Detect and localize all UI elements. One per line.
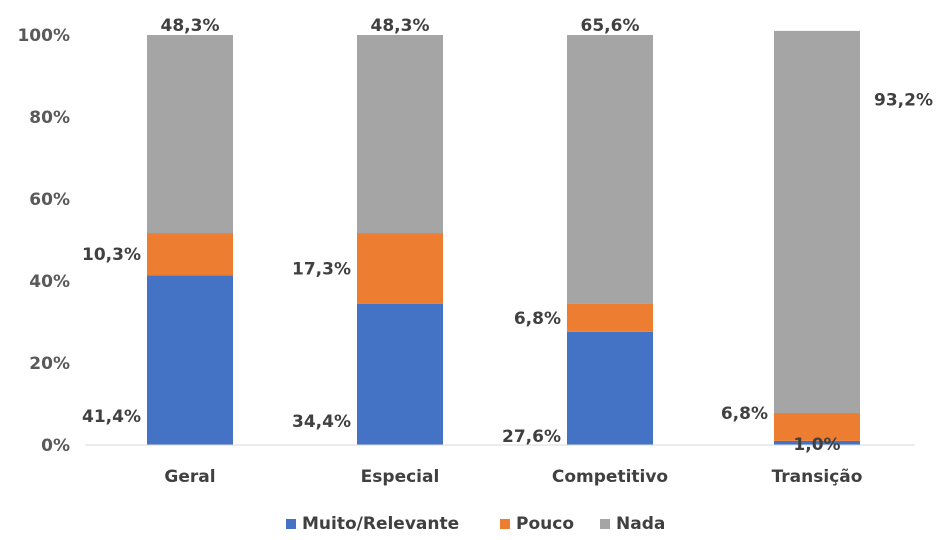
bar-competitivo-nada	[567, 35, 653, 304]
data-label-geral-pouco: 10,3%	[82, 245, 141, 265]
legend-label-pouco: Pouco	[516, 514, 574, 534]
data-label-competitivo-pouco: 6,8%	[514, 309, 561, 329]
x-label-geral: Geral	[164, 467, 215, 487]
y-tick-40: 40%	[29, 272, 70, 292]
bar-competitivo-muito-relevante	[567, 331, 653, 445]
x-label-competitivo: Competitivo	[552, 467, 668, 487]
data-label-transicao-pouco: 6,8%	[721, 404, 768, 424]
data-label-competitivo-muito-relevante: 27,6%	[502, 427, 561, 447]
y-axis-ticks: 0% 20% 40% 60% 80% 100%	[17, 26, 70, 456]
bar-especial-nada	[357, 35, 443, 234]
data-label-competitivo-nada: 65,6%	[581, 16, 640, 36]
data-label-especial-pouco: 17,3%	[292, 259, 351, 279]
x-label-especial: Especial	[361, 467, 440, 487]
legend-swatch-pouco	[500, 519, 510, 529]
data-label-especial-muito-relevante: 34,4%	[292, 412, 351, 432]
y-tick-20: 20%	[29, 354, 70, 374]
y-tick-60: 60%	[29, 190, 70, 210]
bar-geral-muito-relevante	[147, 275, 233, 445]
bar-competitivo-pouco	[567, 303, 653, 332]
bar-geral-pouco	[147, 233, 233, 276]
bar-geral-nada	[147, 35, 233, 234]
bar-transicao-nada	[774, 30, 860, 414]
bar-especial-muito-relevante	[357, 303, 443, 445]
y-tick-100: 100%	[17, 26, 70, 46]
bars	[147, 30, 860, 445]
legend-item-muito-relevante: Muito/Relevante	[286, 514, 459, 534]
data-labels: 41,4% 10,3% 48,3% 34,4% 17,3% 48,3% 27,6% 6,8% 6…	[82, 16, 933, 455]
data-label-geral-nada: 48,3%	[161, 16, 220, 36]
y-tick-80: 80%	[29, 108, 70, 128]
legend-item-nada: Nada	[600, 514, 665, 534]
legend-label-muito-relevante: Muito/Relevante	[302, 514, 459, 534]
bar-especial-pouco	[357, 233, 443, 304]
legend-swatch-nada	[600, 519, 610, 529]
bar-transicao-muito-relevante	[774, 440, 860, 445]
legend: Muito/Relevante Pouco Nada	[286, 514, 665, 534]
data-label-especial-nada: 48,3%	[371, 16, 430, 36]
data-label-transicao-nada: 93,2%	[874, 91, 933, 111]
legend-item-pouco: Pouco	[500, 514, 574, 534]
legend-swatch-muito-relevante	[286, 519, 296, 529]
x-axis-labels: Geral Especial Competitivo Transição	[164, 467, 862, 487]
data-label-transicao-muito-relevante: 1,0%	[793, 435, 840, 455]
data-label-geral-muito-relevante: 41,4%	[82, 407, 141, 427]
x-label-transicao: Transição	[772, 467, 863, 487]
y-tick-0: 0%	[41, 436, 70, 456]
legend-label-nada: Nada	[616, 514, 665, 534]
bar-transicao-pouco	[774, 413, 860, 441]
